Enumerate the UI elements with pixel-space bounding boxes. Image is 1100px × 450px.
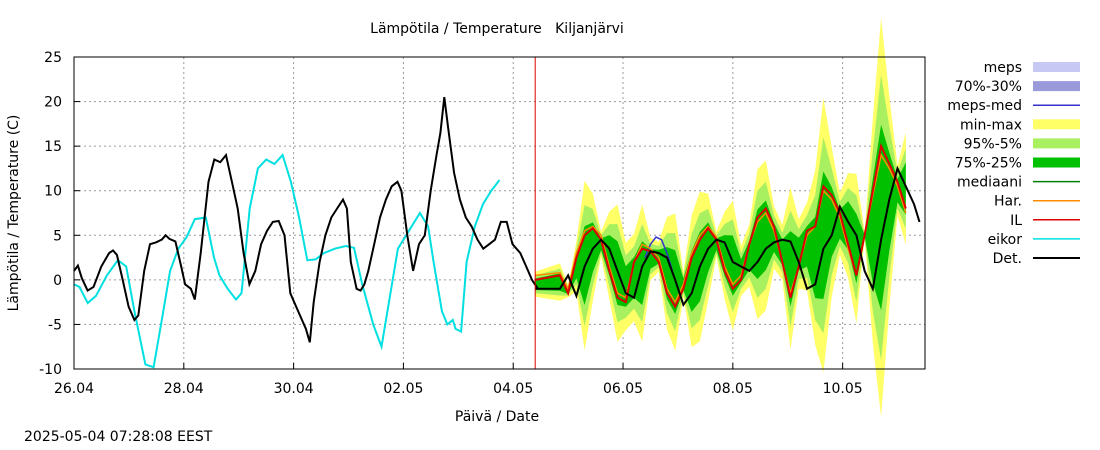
x-tick-label: 06.05: [603, 381, 643, 397]
x-tick-label: 28.04: [164, 381, 204, 397]
forecast-bands: [535, 17, 906, 418]
series-meps-med: [644, 236, 674, 272]
legend-swatch: [1033, 138, 1080, 149]
x-tick-label: 08.05: [713, 381, 753, 397]
chart-title: Lämpötila / Temperature Kiljanjärvi: [370, 21, 624, 37]
legend-label: 70%-30%: [955, 79, 1022, 95]
grid-lines: [74, 57, 925, 369]
y-tick-label: 15: [44, 139, 62, 155]
y-tick-label: 25: [44, 50, 62, 66]
band-min-max: [535, 17, 906, 418]
y-axis-ticks: -10 -5 0 5 10 15 20 25: [39, 50, 80, 378]
legend-label: IL: [1010, 213, 1022, 229]
legend-swatch: [1033, 119, 1080, 130]
x-tick-label: 30.04: [274, 381, 314, 397]
legend: meps 70%-30% meps-med min-max 95%-5% 75%-25% m…: [947, 60, 1080, 267]
series-har: [535, 153, 907, 304]
x-axis-ticks: 26.04 28.04 30.04 02.05 04.05 06.05 08.05 10.05: [54, 363, 863, 397]
x-tick-label: 10.05: [823, 381, 863, 397]
legend-swatch: [1033, 157, 1080, 168]
x-tick-label: 02.05: [383, 381, 423, 397]
legend-label: 75%-25%: [955, 156, 1022, 172]
y-tick-label: 0: [53, 273, 62, 289]
series-il: [535, 142, 907, 309]
y-tick-label: 5: [53, 228, 62, 244]
y-tick-label: -5: [48, 317, 62, 333]
timestamp: 2025-05-04 07:28:08 EEST: [24, 429, 213, 445]
legend-swatch: [1033, 81, 1080, 92]
legend-label: min-max: [960, 117, 1022, 133]
legend-label: mediaani: [957, 175, 1022, 191]
legend-label: eikor: [988, 232, 1023, 248]
y-tick-label: -10: [39, 362, 62, 378]
y-axis-label: Lämpötila / Temperature (C): [6, 115, 22, 312]
series-eikor: [73, 153, 501, 369]
x-tick-label: 04.05: [493, 381, 533, 397]
series-det-history: [73, 96, 539, 343]
legend-label: 95%-5%: [964, 136, 1022, 152]
series-lines: [73, 57, 921, 369]
series-det-forecast: [535, 165, 921, 307]
x-axis-label: Päivä / Date: [455, 409, 539, 425]
legend-label: meps-med: [947, 98, 1022, 114]
plot-frame: [73, 56, 926, 370]
legend-label: Det.: [993, 251, 1022, 267]
x-tick-label: 26.04: [54, 381, 94, 397]
y-tick-label: 20: [44, 95, 62, 111]
legend-swatch: [1033, 62, 1080, 72]
band-75-25: [535, 124, 906, 314]
legend-label: Har.: [994, 194, 1022, 210]
y-tick-label: 10: [44, 184, 62, 200]
legend-label: meps: [984, 60, 1022, 76]
